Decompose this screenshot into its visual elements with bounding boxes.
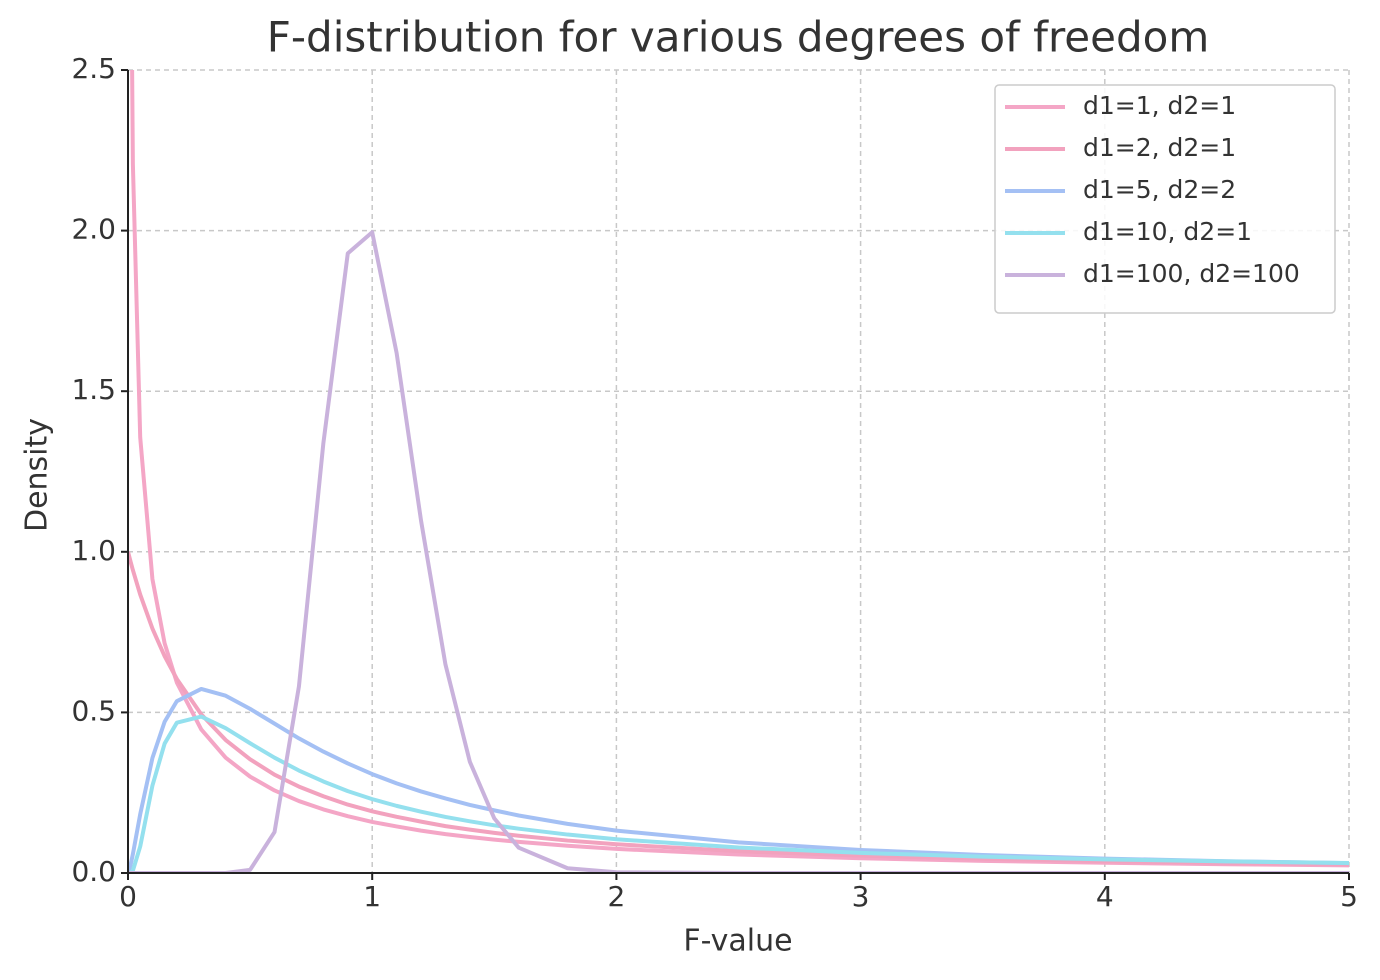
y-tick-label: 0.5 [71, 694, 116, 727]
series-line [128, 230, 1349, 873]
legend-label: d1=10, d2=1 [1083, 217, 1252, 246]
y-tick-label: 2.5 [71, 52, 116, 85]
y-axis-label: Density [20, 418, 55, 532]
plot-area [128, 70, 1349, 873]
y-tick-label: 1.5 [71, 373, 116, 406]
x-tick-label: 4 [1096, 880, 1114, 913]
x-tick-label: 3 [852, 880, 870, 913]
y-tick-label: 2.0 [71, 213, 116, 246]
x-axis-label: F-value [683, 924, 792, 959]
x-tick-label: 0 [119, 880, 137, 913]
chart-title: F-distribution for various degrees of fr… [267, 13, 1210, 62]
legend-label: d1=2, d2=1 [1083, 133, 1236, 162]
legend-box [994, 84, 1336, 314]
legend-label: d1=5, d2=2 [1083, 175, 1236, 204]
legend-label: d1=1, d2=1 [1083, 91, 1236, 120]
y-tick-label: 0.0 [71, 855, 116, 888]
legend-label: d1=100, d2=100 [1083, 259, 1300, 288]
series-line [130, 70, 1349, 868]
x-tick-label: 1 [363, 880, 381, 913]
series-line [128, 686, 1349, 873]
x-tick-label: 5 [1340, 880, 1358, 913]
x-tick-label: 2 [607, 880, 625, 913]
y-tick-label: 1.0 [71, 534, 116, 567]
series-line [128, 714, 1349, 873]
series-line [128, 551, 1349, 867]
